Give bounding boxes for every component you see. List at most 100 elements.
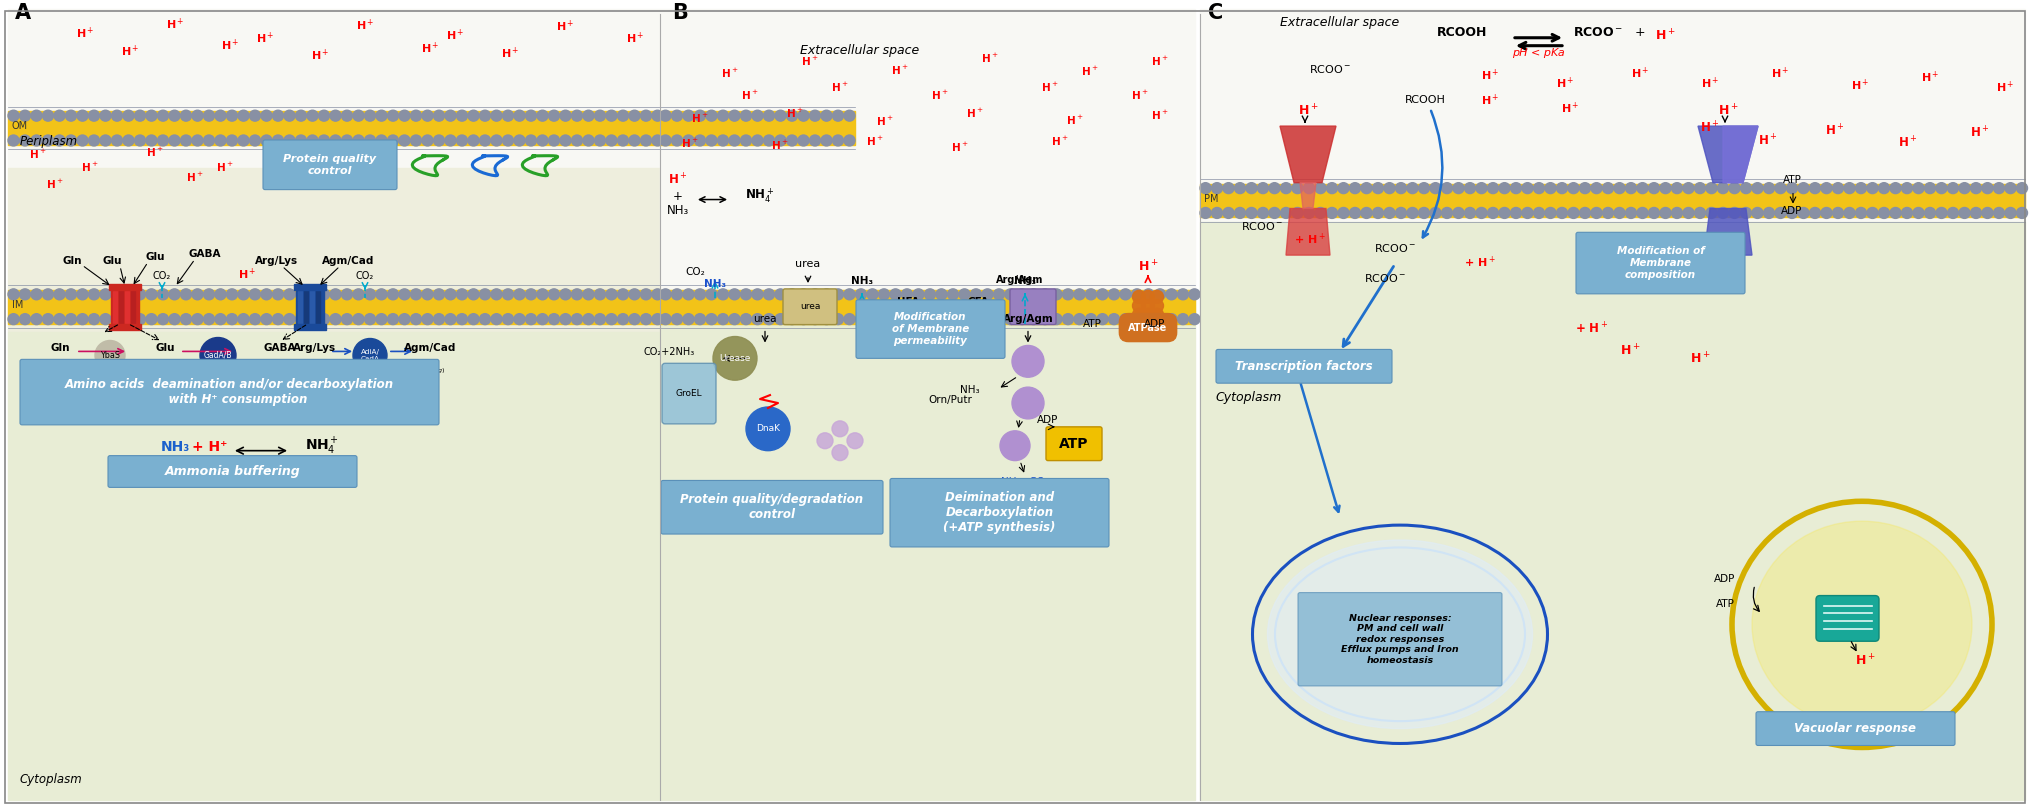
Circle shape bbox=[764, 289, 774, 300]
Circle shape bbox=[652, 110, 662, 121]
Circle shape bbox=[1821, 183, 1831, 194]
Text: ADP: ADP bbox=[1713, 574, 1735, 583]
Circle shape bbox=[169, 289, 181, 300]
Text: Arg/Lys: Arg/Lys bbox=[256, 256, 299, 266]
Circle shape bbox=[319, 135, 329, 146]
Circle shape bbox=[20, 135, 30, 146]
Circle shape bbox=[671, 135, 683, 146]
Circle shape bbox=[606, 110, 616, 121]
Circle shape bbox=[1522, 183, 1532, 194]
Circle shape bbox=[1808, 208, 1819, 218]
Circle shape bbox=[1475, 183, 1485, 194]
Circle shape bbox=[969, 314, 981, 325]
Text: H$^+$: H$^+$ bbox=[1898, 135, 1916, 150]
Circle shape bbox=[606, 135, 616, 146]
Circle shape bbox=[65, 314, 77, 325]
Circle shape bbox=[1762, 183, 1774, 194]
Circle shape bbox=[559, 135, 571, 146]
Circle shape bbox=[1557, 208, 1567, 218]
Circle shape bbox=[740, 289, 752, 300]
Circle shape bbox=[925, 289, 935, 300]
Circle shape bbox=[423, 110, 433, 121]
Text: AdiA/
CadA: AdiA/ CadA bbox=[360, 349, 380, 362]
Text: NH₃: NH₃ bbox=[959, 385, 979, 395]
Circle shape bbox=[319, 289, 329, 300]
Circle shape bbox=[1660, 183, 1670, 194]
Circle shape bbox=[959, 289, 969, 300]
Circle shape bbox=[341, 110, 352, 121]
Circle shape bbox=[618, 110, 628, 121]
Circle shape bbox=[307, 110, 317, 121]
Circle shape bbox=[215, 110, 226, 121]
Circle shape bbox=[1073, 314, 1085, 325]
Circle shape bbox=[2016, 208, 2026, 218]
Text: A: A bbox=[14, 3, 30, 23]
Circle shape bbox=[55, 289, 65, 300]
Circle shape bbox=[388, 135, 398, 146]
Text: H$^+$: H$^+$ bbox=[742, 89, 758, 102]
Text: GABA: GABA bbox=[264, 343, 297, 353]
Text: H$^+$: H$^+$ bbox=[1654, 28, 1674, 44]
Circle shape bbox=[764, 135, 774, 146]
Text: H₂O: H₂O bbox=[79, 362, 98, 372]
Circle shape bbox=[1510, 208, 1520, 218]
Circle shape bbox=[329, 314, 341, 325]
Circle shape bbox=[1532, 183, 1544, 194]
Text: H$^+$: H$^+$ bbox=[1758, 133, 1776, 149]
Circle shape bbox=[1774, 183, 1786, 194]
Circle shape bbox=[1670, 208, 1682, 218]
Circle shape bbox=[238, 314, 248, 325]
Circle shape bbox=[1280, 183, 1290, 194]
Text: Deimination and
Decarboxylation
(+ATP synthesis): Deimination and Decarboxylation (+ATP sy… bbox=[943, 491, 1055, 534]
Circle shape bbox=[831, 314, 843, 325]
Circle shape bbox=[1120, 314, 1130, 325]
Circle shape bbox=[536, 110, 549, 121]
FancyBboxPatch shape bbox=[890, 478, 1107, 547]
Circle shape bbox=[695, 135, 705, 146]
Circle shape bbox=[445, 289, 455, 300]
Circle shape bbox=[821, 289, 831, 300]
Circle shape bbox=[821, 135, 831, 146]
Text: H$^+$: H$^+$ bbox=[721, 67, 738, 80]
Circle shape bbox=[1947, 208, 1957, 218]
Text: RCOOH: RCOOH bbox=[1404, 95, 1445, 105]
Text: GroEL: GroEL bbox=[675, 389, 701, 398]
Circle shape bbox=[809, 314, 821, 325]
Text: ADP: ADP bbox=[1036, 415, 1059, 425]
Circle shape bbox=[1359, 183, 1372, 194]
Circle shape bbox=[1934, 208, 1947, 218]
Circle shape bbox=[1843, 183, 1853, 194]
Circle shape bbox=[1579, 208, 1589, 218]
Circle shape bbox=[354, 339, 386, 372]
Circle shape bbox=[571, 314, 583, 325]
FancyBboxPatch shape bbox=[262, 140, 396, 190]
Circle shape bbox=[250, 135, 260, 146]
Circle shape bbox=[671, 289, 683, 300]
Text: H$^+$: H$^+$ bbox=[421, 41, 439, 57]
Text: +: + bbox=[1634, 26, 1644, 39]
Polygon shape bbox=[1697, 126, 1758, 183]
Circle shape bbox=[878, 314, 890, 325]
Text: CO$_{2(g)}$: CO$_{2(g)}$ bbox=[242, 360, 268, 374]
Circle shape bbox=[260, 135, 272, 146]
Circle shape bbox=[112, 314, 122, 325]
Circle shape bbox=[319, 110, 329, 121]
FancyBboxPatch shape bbox=[108, 456, 358, 487]
Circle shape bbox=[354, 135, 364, 146]
Circle shape bbox=[169, 314, 181, 325]
Bar bbox=[660, 290, 1195, 800]
Text: H$^+$: H$^+$ bbox=[221, 38, 240, 53]
Circle shape bbox=[1924, 208, 1934, 218]
Circle shape bbox=[284, 314, 295, 325]
Circle shape bbox=[215, 289, 226, 300]
Circle shape bbox=[181, 289, 191, 300]
Circle shape bbox=[30, 314, 43, 325]
Circle shape bbox=[502, 289, 514, 300]
Text: urea: urea bbox=[795, 259, 821, 269]
Text: H$^+$: H$^+$ bbox=[951, 141, 969, 154]
Polygon shape bbox=[1298, 183, 1315, 208]
Circle shape bbox=[1821, 208, 1831, 218]
Circle shape bbox=[8, 314, 18, 325]
Circle shape bbox=[831, 444, 847, 461]
Circle shape bbox=[717, 314, 727, 325]
